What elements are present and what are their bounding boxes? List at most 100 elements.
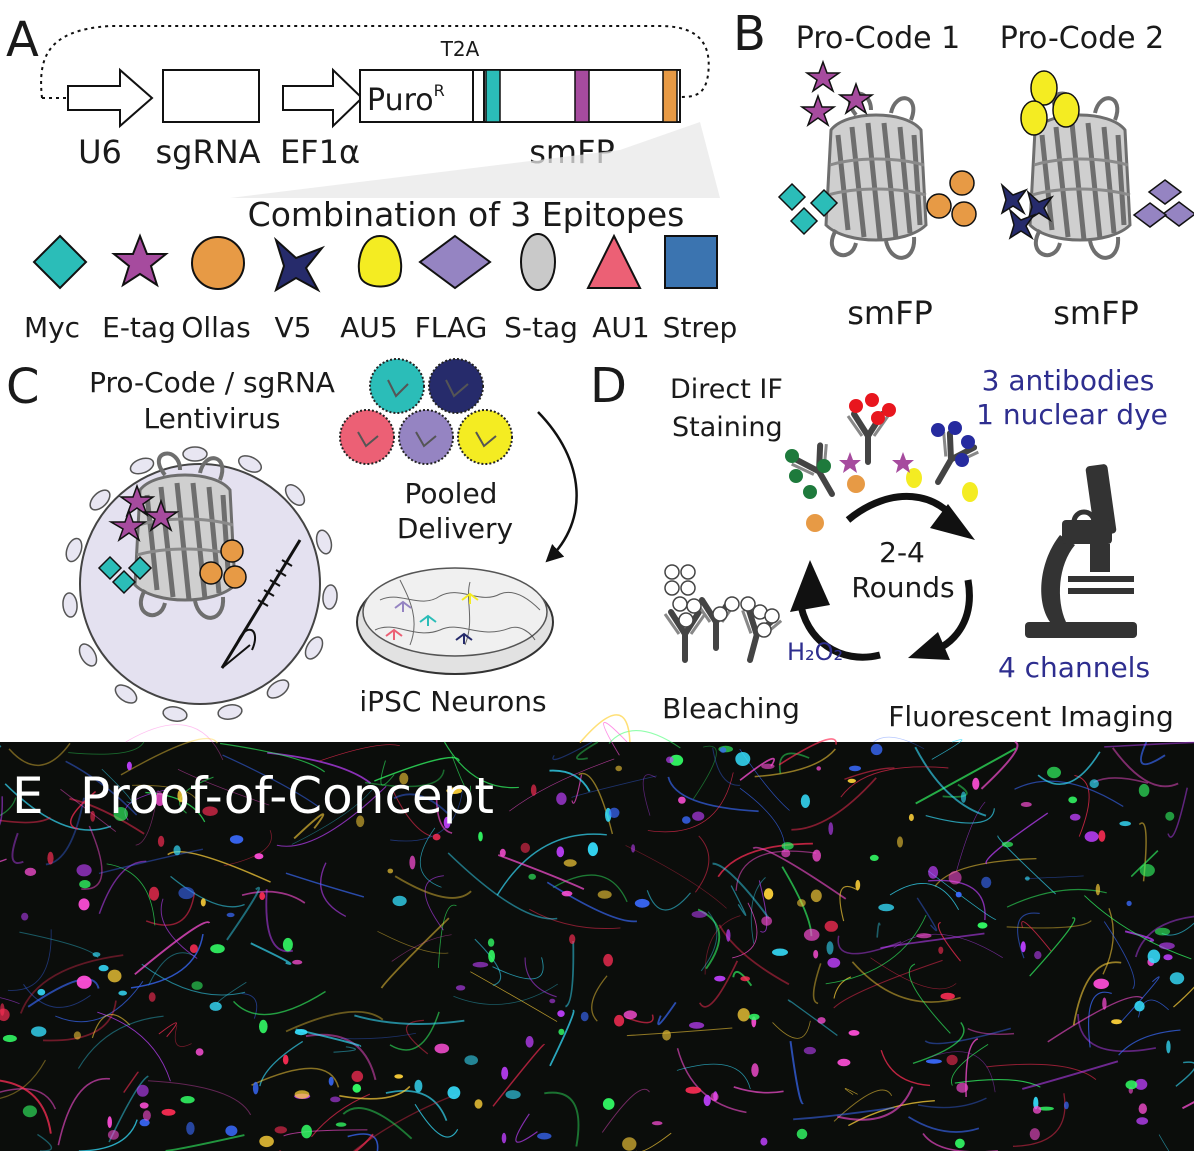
cell-body	[525, 1036, 534, 1048]
neurite	[4, 783, 112, 831]
cell-body	[928, 866, 939, 879]
epitope-label-v5: V5	[275, 311, 312, 344]
neurite	[293, 813, 325, 840]
cell-body	[113, 807, 128, 821]
neurite	[125, 724, 224, 761]
cell-body	[226, 912, 235, 918]
cell-body	[772, 948, 788, 956]
virus-pool	[339, 358, 513, 465]
neurite	[914, 746, 987, 817]
cell-body	[157, 835, 165, 847]
cell-body	[719, 747, 727, 753]
neurite	[1112, 747, 1179, 788]
cell-body	[623, 1010, 637, 1020]
panel-c: C Pro-Code / sgRNA Lentivirus	[6, 358, 578, 722]
cell-body	[662, 1030, 671, 1041]
procode2-v5-stars	[1000, 182, 1055, 241]
cell-body	[810, 889, 822, 903]
procode1-myc-diamonds	[777, 182, 839, 236]
neurite	[342, 1106, 413, 1140]
cell-body	[602, 1098, 615, 1110]
neurite	[160, 898, 198, 959]
neurite	[259, 1040, 304, 1087]
cell-body	[748, 1013, 760, 1021]
neurite	[42, 1000, 117, 1042]
cell-body	[252, 1081, 259, 1095]
cell-body	[186, 1121, 195, 1135]
lentivirus-etag-stars	[108, 483, 180, 542]
neurite	[870, 957, 957, 990]
panel-b-label: B	[733, 6, 766, 62]
cell-body	[946, 1054, 958, 1066]
cell-body	[569, 934, 576, 945]
cell-body	[634, 898, 650, 908]
cell-body	[1089, 779, 1099, 789]
neurite	[177, 769, 270, 806]
cell-body	[474, 1099, 483, 1109]
cell-body	[1165, 811, 1175, 821]
neurite	[789, 1040, 805, 1105]
neurite	[1134, 915, 1194, 958]
neurite	[873, 736, 925, 750]
cell-body	[703, 1094, 711, 1107]
neurite	[145, 891, 196, 926]
cell-body	[751, 1063, 759, 1077]
epitope-label-au5: AU5	[340, 311, 397, 344]
lentivirus-title-line2: Lentivirus	[143, 402, 280, 435]
cell-body	[292, 959, 303, 965]
pooled-label-line1: Pooled	[405, 477, 498, 510]
cell-body	[98, 964, 109, 972]
cell-body	[259, 1019, 268, 1034]
panel-c-label: C	[6, 359, 40, 415]
rounds-cycle	[790, 492, 975, 661]
neurite	[912, 1021, 965, 1065]
cell-body	[561, 890, 573, 897]
ef1a-label: EF1α	[280, 133, 360, 171]
cell-body	[837, 1058, 851, 1067]
cell-body	[1159, 942, 1175, 950]
neurite	[937, 921, 961, 962]
neurite	[23, 984, 91, 1008]
cell-body	[79, 880, 91, 889]
cell-body	[847, 778, 856, 784]
neurite	[549, 1009, 575, 1067]
cell-body	[760, 1137, 768, 1146]
neurite	[1017, 912, 1040, 959]
neurite	[147, 1080, 252, 1116]
neurons-label: iPSC Neurons	[359, 685, 546, 718]
cell-body	[608, 807, 620, 818]
cell-body	[1025, 876, 1030, 881]
cell-body	[136, 1084, 149, 1097]
neurite	[732, 970, 753, 987]
cell-body	[878, 903, 895, 912]
neurite	[754, 748, 836, 778]
cell-body	[813, 949, 819, 959]
myc-stripe	[485, 69, 501, 123]
epitope-label-ollas: Ollas	[181, 311, 250, 344]
neurite	[170, 875, 245, 908]
cell-body	[1119, 821, 1131, 827]
neurite	[1084, 895, 1192, 960]
neurite	[1021, 921, 1052, 952]
neurite	[1072, 961, 1122, 1026]
cell-body	[530, 784, 537, 796]
neurite	[0, 796, 3, 826]
epitope-label-au1: AU1	[592, 311, 649, 344]
neurite	[1173, 986, 1194, 1008]
bleaching-label: Bleaching	[662, 692, 800, 725]
neurite	[509, 758, 615, 812]
cell-body	[37, 988, 46, 996]
panel-b: B Pro-Code 1 Pro-Code 2	[733, 6, 1194, 332]
sgrna-label: sgRNA	[155, 133, 260, 171]
cell-body	[177, 789, 185, 803]
neurite	[591, 975, 608, 1022]
neurite	[1103, 921, 1135, 990]
cell-body	[1020, 802, 1032, 807]
neurite	[635, 1132, 672, 1151]
neurite	[772, 1020, 811, 1039]
neurite	[405, 1019, 429, 1055]
cell-body	[848, 1030, 860, 1036]
cell-body	[981, 876, 992, 889]
cell-body	[761, 916, 773, 926]
